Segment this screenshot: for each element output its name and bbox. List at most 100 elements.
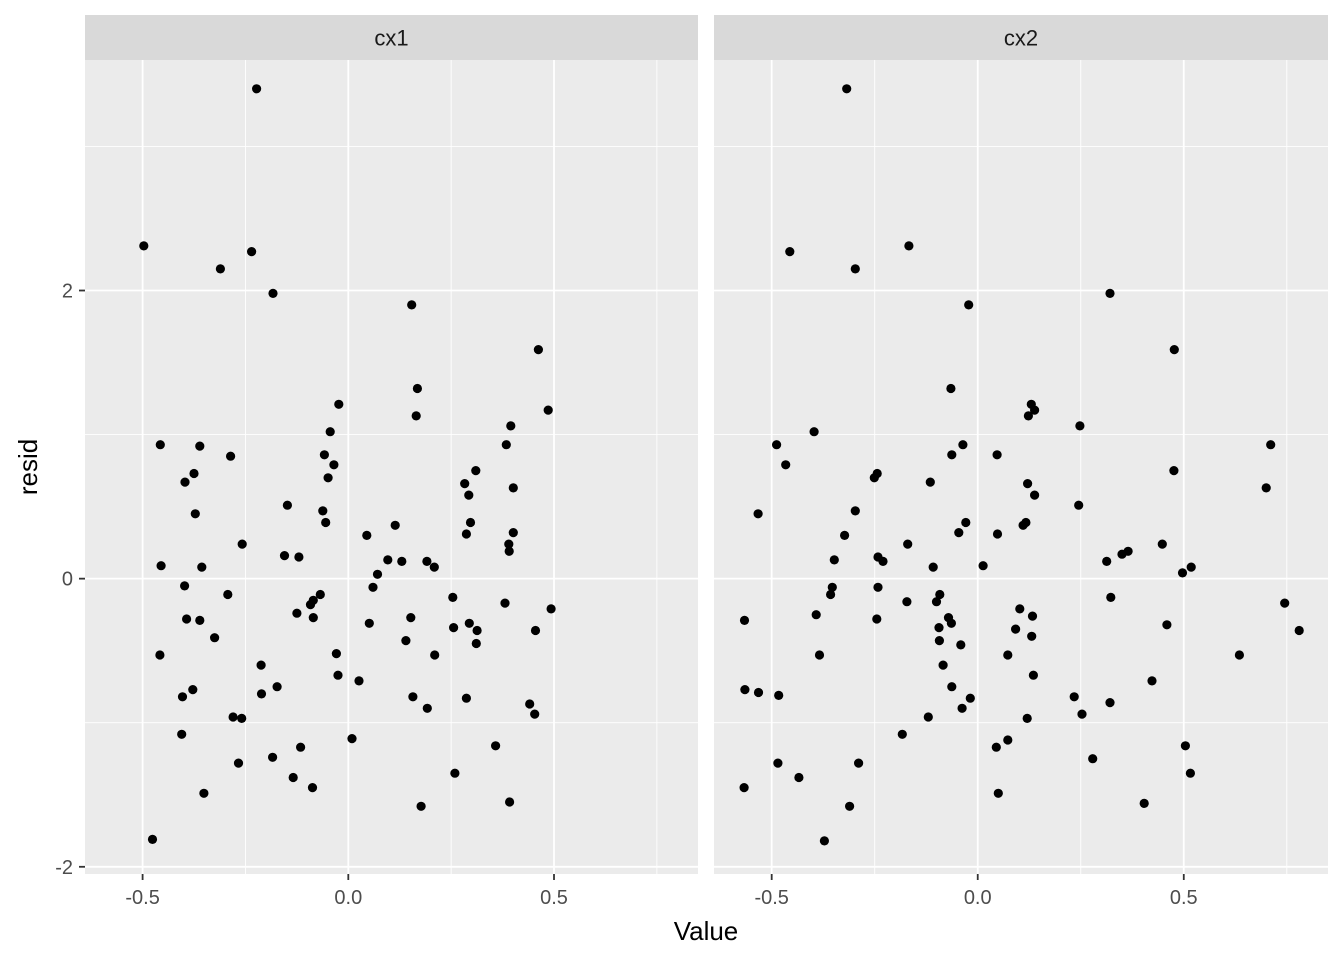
data-point [401,636,411,646]
data-point [1105,698,1115,708]
data-point [991,742,1001,752]
data-point [869,473,879,483]
data-point [471,466,481,476]
data-point [1102,556,1112,567]
data-point [925,477,935,487]
data-point [331,649,341,659]
data-point [827,582,837,592]
data-point [461,693,471,703]
facet-strip [85,15,698,60]
data-point [1234,650,1244,660]
data-point [223,589,233,600]
data-point [978,561,988,571]
data-point [362,530,372,541]
data-point [147,834,158,845]
data-point [530,625,541,636]
data-point [1003,650,1013,660]
data-point [1180,741,1190,751]
data-point [845,801,855,811]
data-point [872,614,882,624]
data-point [237,539,247,549]
data-point [233,758,244,768]
data-point [1261,483,1271,493]
data-point [785,247,795,257]
data-point [1023,411,1033,421]
data-point [923,712,933,722]
data-point [180,581,190,591]
data-point [1003,735,1013,745]
x-axis-title: Value [674,916,739,946]
data-point [256,660,266,670]
data-point [354,676,364,686]
data-point [946,383,956,394]
data-point [1030,405,1040,415]
data-point [464,490,474,500]
data-point [408,692,418,702]
data-point [390,520,400,530]
data-point [210,633,220,643]
data-point [416,801,426,811]
data-point [543,405,553,415]
data-point [215,264,225,274]
data-point [368,582,378,592]
data-point [325,427,335,437]
data-point [422,703,432,713]
data-point [850,506,860,516]
data-point [904,241,914,251]
data-point [180,477,190,487]
data-point [992,529,1003,539]
data-point [508,528,518,538]
data-point [1027,631,1037,641]
data-point [315,589,325,600]
data-point [530,709,540,719]
data-point [256,689,267,699]
data-point [429,562,439,572]
data-point [397,556,407,567]
data-point [772,440,782,450]
data-point [946,618,957,628]
data-point [448,592,458,603]
data-point [268,288,278,298]
data-point [850,264,860,274]
data-point [842,84,852,94]
data-point [228,712,238,722]
data-point [292,608,302,618]
data-point [288,772,298,783]
data-point [465,517,476,528]
data-point [508,483,518,493]
data-point [1294,625,1304,636]
y-tick-label: -2 [55,857,73,879]
data-point [1177,568,1188,578]
data-point [739,615,750,626]
data-point [773,758,783,768]
data-point [931,597,942,607]
data-point [505,797,515,807]
data-point [464,618,474,628]
y-axis-title: resid [13,439,43,495]
data-point [956,640,966,650]
data-point [1030,490,1040,500]
data-point [903,539,913,549]
data-point [753,687,764,698]
y-axis: -2 0 2 [55,281,85,879]
data-point [1266,440,1276,450]
data-point [1088,754,1098,764]
data-point [873,582,883,592]
data-point [826,589,836,600]
data-point [461,529,471,539]
data-point [318,506,328,516]
data-point [740,685,750,695]
data-point [247,247,257,257]
data-point [1021,517,1031,528]
data-point [753,509,763,519]
data-point [504,546,514,556]
data-point [430,650,440,660]
data-point [1027,611,1038,621]
data-point [1069,692,1079,702]
panel-background [85,60,698,874]
data-point [1015,604,1025,614]
data-point [1169,345,1179,355]
x-tick-label: 0.5 [540,887,568,909]
data-point [993,788,1003,798]
data-point [139,241,149,251]
